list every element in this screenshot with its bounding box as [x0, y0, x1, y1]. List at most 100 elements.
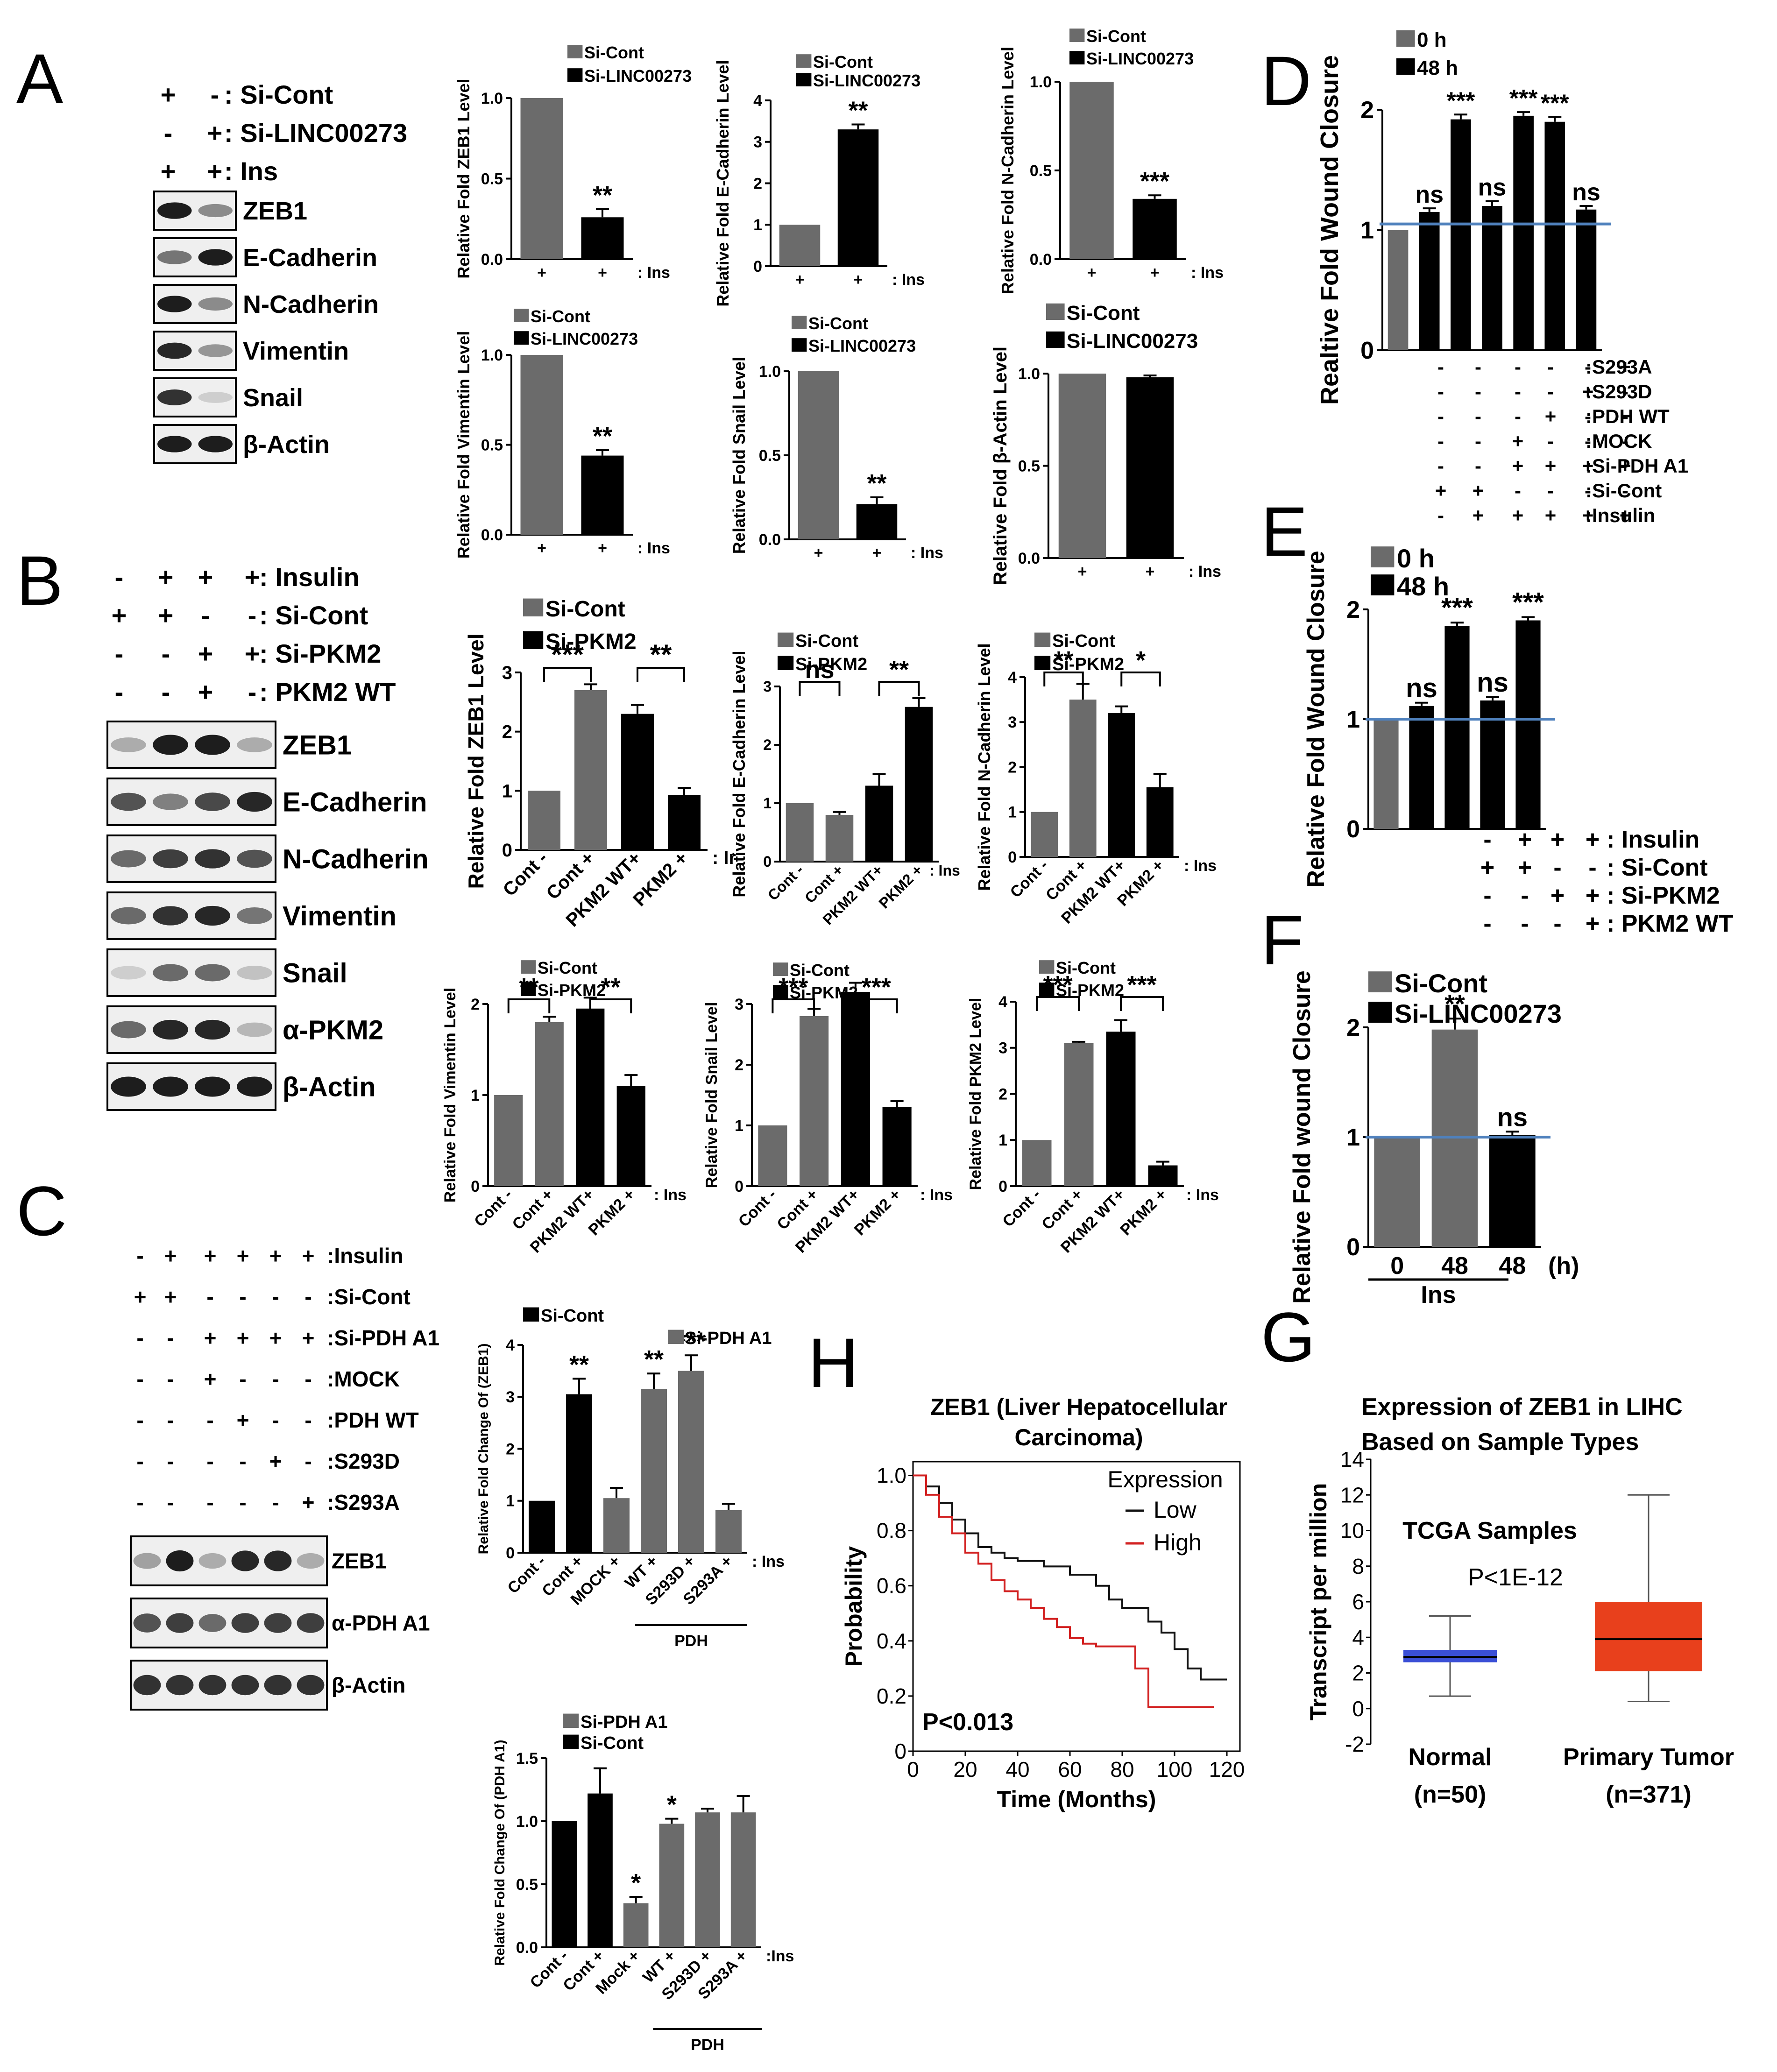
legend-label: Si-LINC00273: [1395, 999, 1562, 1028]
legend-swatch: [523, 1307, 539, 1322]
bracket-label: ***: [862, 973, 891, 1001]
y-tick-label: 0: [1346, 816, 1360, 843]
condition-sign: +: [1620, 504, 1631, 526]
blot-label: ZEB1: [332, 1549, 387, 1573]
condition-label: : Si-LINC00273: [224, 118, 407, 148]
condition-sign: -: [211, 80, 219, 109]
significance-label: ***: [1509, 85, 1538, 112]
condition-label: : Insulin: [259, 562, 360, 592]
condition-sign: -: [1622, 430, 1628, 452]
bar: [1058, 374, 1106, 558]
bar: [1419, 212, 1440, 350]
condition-sign: -: [304, 1367, 312, 1391]
y-axis-label: Relative Fold E-Cadherin Level: [729, 651, 749, 897]
condition-sign: +: [1586, 826, 1600, 853]
plot-frame: [912, 1461, 1241, 1752]
condition-sign: +: [237, 1408, 249, 1432]
blot-band: [195, 905, 230, 926]
condition-sign: -: [162, 677, 170, 707]
x-tick-label: 60: [1058, 1757, 1082, 1782]
x-suffix-label: : Ins: [1191, 264, 1224, 282]
legend-swatch: [1039, 983, 1055, 996]
y-tick-label: 4: [998, 993, 1007, 1011]
blot-band: [264, 1613, 292, 1633]
y-axis-label: Transcript per million: [1305, 1483, 1331, 1720]
x-suffix-label: : Ins: [637, 264, 670, 282]
condition-sign: -: [304, 1408, 312, 1432]
condition-sign: -: [272, 1285, 279, 1309]
blot-band: [231, 1675, 259, 1696]
condition-sign: +: [1550, 826, 1565, 853]
km-curve-high: [913, 1474, 1214, 1708]
legend-swatch: [514, 309, 529, 322]
y-axis-label: Relative Fold β-Actin Level: [990, 347, 1011, 585]
x-tick-label: 20: [953, 1757, 977, 1782]
bar: [1480, 700, 1505, 829]
y-tick-label: 2: [1008, 758, 1017, 776]
legend-swatch: [796, 73, 812, 86]
condition-sign: -: [248, 677, 257, 707]
condition-sign: +: [1435, 480, 1447, 502]
condition-sign: -: [1437, 430, 1444, 452]
significance-label: ns: [1477, 667, 1508, 698]
significance-label: *: [667, 1791, 677, 1819]
condition-sign: -: [1483, 826, 1491, 853]
condition-label: :S293D: [327, 1449, 400, 1473]
bar: [641, 1389, 667, 1553]
condition-sign: +: [134, 1285, 147, 1309]
legend-label: Si-Cont: [808, 314, 868, 333]
y-tick-label: 2: [506, 1440, 515, 1458]
y-tick-label: 3: [502, 663, 512, 683]
significance-label: **: [1444, 989, 1465, 1018]
legend-label: Si-LINC00273: [1086, 49, 1194, 68]
blot-band: [153, 735, 188, 755]
y-tick-label: 0: [894, 1739, 906, 1763]
y-tick-label: 0.0: [1030, 251, 1052, 269]
condition-sign: +: [112, 601, 127, 630]
condition-sign: -: [136, 1490, 143, 1514]
chart-E_wound: 0 1 2 Relative Fold Wound Closure ns *** ns ***…: [1303, 544, 1555, 888]
condition-sign: +: [198, 639, 213, 668]
significance-bracket: [799, 681, 841, 696]
y-tick-label: 2: [1346, 1014, 1360, 1041]
condition-sign: +: [204, 1367, 217, 1391]
condition-sign: +: [1545, 455, 1557, 477]
bar: [798, 371, 839, 539]
blot-band: [195, 1076, 230, 1097]
condition-sign: +: [1550, 882, 1565, 909]
legend-swatch: [1371, 546, 1395, 567]
y-tick-label: 3: [763, 678, 772, 695]
significance-label: ns: [1572, 179, 1600, 206]
significance-label: ns: [1478, 174, 1507, 201]
y-tick-label: 0.0: [1018, 550, 1040, 567]
blot-band: [195, 964, 230, 982]
legend-swatch: [792, 316, 807, 329]
significance-bracket: [1043, 672, 1084, 686]
legend-swatch: [1396, 30, 1415, 47]
y-tick-label: 2: [502, 722, 512, 743]
legend-label: Si-PKM2: [790, 983, 858, 1002]
bracket-label: *: [1136, 646, 1146, 674]
condition-label: : Insulin: [1607, 826, 1699, 853]
blot-band: [153, 849, 188, 869]
y-tick-label: 1: [763, 795, 772, 812]
legend-label: Si-PDH A1: [685, 1329, 772, 1348]
condition-sign: -: [1515, 381, 1521, 403]
condition-sign: -: [248, 601, 257, 630]
y-tick-label: 4: [1352, 1625, 1364, 1649]
condition-sign: -: [1437, 405, 1444, 427]
condition-sign: +: [1518, 854, 1532, 881]
legend-label: Si-Cont: [1052, 631, 1115, 651]
significance-bracket: [772, 998, 815, 1013]
y-tick-label: 3: [753, 134, 762, 151]
blot-band: [153, 1019, 188, 1040]
condition-label: : Si-Cont: [1607, 854, 1708, 881]
legend-label: Si-LINC00273: [1067, 330, 1198, 353]
bracket-label: **: [650, 639, 672, 670]
condition-sign: +: [1586, 882, 1600, 909]
x-suffix-label: : Ins: [637, 539, 670, 557]
y-tick-label: 3: [1008, 714, 1017, 731]
